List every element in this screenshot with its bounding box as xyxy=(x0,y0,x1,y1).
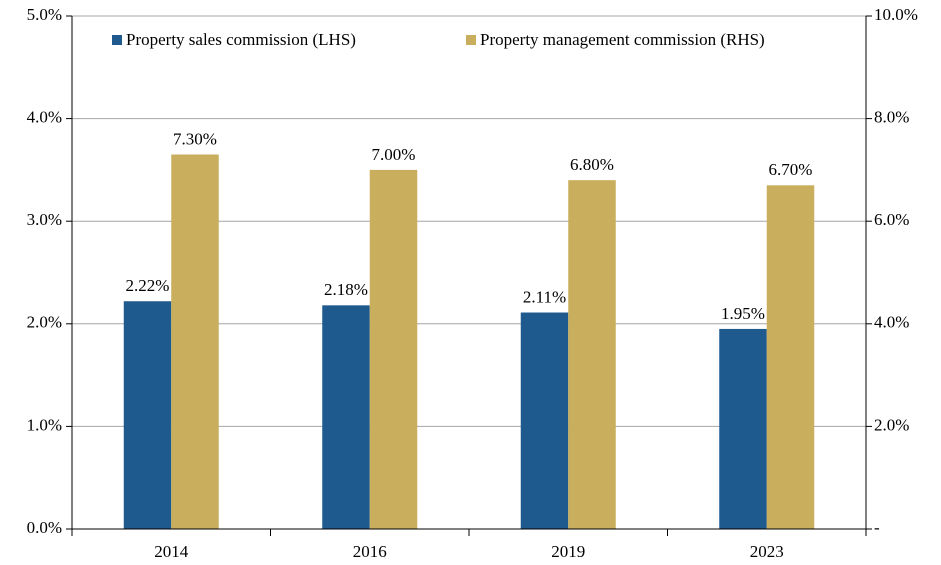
legend-swatch xyxy=(112,35,122,45)
y-tick-label: 2.0% xyxy=(27,313,62,332)
value-label: 7.30% xyxy=(173,129,217,148)
bar xyxy=(123,301,172,529)
y2-tick-label: 2.0% xyxy=(874,415,909,434)
x-tick-label: 2014 xyxy=(154,542,189,561)
x-tick-label: 2016 xyxy=(353,542,387,561)
value-label: 6.80% xyxy=(570,155,614,174)
y-tick-label: 1.0% xyxy=(27,415,62,434)
bar xyxy=(719,328,767,529)
value-label: 2.11% xyxy=(523,287,566,306)
bar xyxy=(322,305,370,529)
y-tick-label: 5.0% xyxy=(27,5,62,24)
bar xyxy=(369,169,418,529)
y-tick-label: 4.0% xyxy=(27,108,62,127)
value-label: 2.22% xyxy=(126,276,170,295)
y2-tick-label: 6.0% xyxy=(874,210,909,229)
y2-tick-label: - xyxy=(874,518,880,537)
y2-tick-label: 8.0% xyxy=(874,108,909,127)
y-tick-label: 3.0% xyxy=(27,210,62,229)
value-label: 7.00% xyxy=(372,145,416,164)
legend-swatch xyxy=(466,35,476,45)
bar xyxy=(171,154,219,529)
legend-label: Property sales commission (LHS) xyxy=(126,30,356,49)
bar xyxy=(568,180,616,529)
bar xyxy=(520,312,569,529)
value-label: 2.18% xyxy=(324,280,368,299)
y-tick-label: 0.0% xyxy=(27,518,62,537)
legend-label: Property management commission (RHS) xyxy=(480,30,765,49)
y2-tick-label: 10.0% xyxy=(874,5,918,24)
x-tick-label: 2019 xyxy=(551,542,585,561)
value-label: 6.70% xyxy=(769,160,813,179)
bar xyxy=(766,185,815,530)
x-tick-label: 2023 xyxy=(750,542,784,561)
value-label: 1.95% xyxy=(721,304,765,323)
y2-tick-label: 4.0% xyxy=(874,313,909,332)
